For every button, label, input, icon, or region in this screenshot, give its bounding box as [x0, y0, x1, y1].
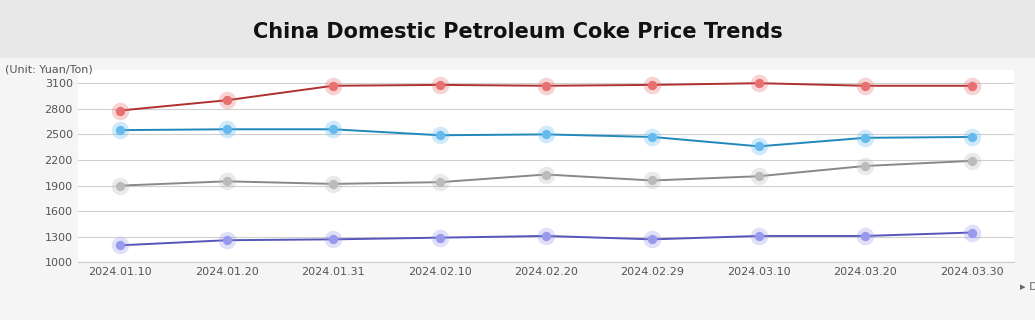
Point	[325, 127, 342, 132]
Point	[644, 178, 660, 183]
Point	[325, 83, 342, 88]
Point	[112, 128, 128, 133]
Point	[538, 83, 555, 88]
Point	[112, 108, 128, 113]
Point	[218, 179, 235, 184]
Point	[857, 233, 874, 238]
Point	[750, 174, 767, 179]
Point	[750, 174, 767, 179]
Point	[964, 158, 980, 164]
Point	[218, 238, 235, 243]
Point	[644, 237, 660, 242]
Point	[857, 164, 874, 169]
Point	[538, 132, 555, 137]
Point	[112, 183, 128, 188]
Point	[964, 230, 980, 235]
Point	[218, 127, 235, 132]
Point	[538, 83, 555, 88]
Point	[432, 133, 448, 138]
Point	[644, 82, 660, 87]
Point	[857, 233, 874, 238]
Point	[964, 83, 980, 88]
Point	[218, 238, 235, 243]
Point	[432, 82, 448, 87]
Point	[538, 233, 555, 238]
Point	[750, 144, 767, 149]
Point	[112, 243, 128, 248]
Point	[964, 83, 980, 88]
Point	[964, 134, 980, 140]
Point	[218, 98, 235, 103]
Point	[112, 243, 128, 248]
Point	[432, 180, 448, 185]
Point	[644, 82, 660, 87]
Point	[218, 98, 235, 103]
Point	[325, 237, 342, 242]
Point	[112, 128, 128, 133]
Point	[112, 108, 128, 113]
Point	[432, 235, 448, 240]
Point	[857, 135, 874, 140]
Point	[432, 235, 448, 240]
Point	[325, 237, 342, 242]
Point	[857, 164, 874, 169]
Point	[538, 172, 555, 177]
Text: ▸ Date: ▸ Date	[1019, 282, 1035, 292]
Point	[750, 233, 767, 238]
Point	[644, 237, 660, 242]
Point	[325, 127, 342, 132]
Point	[112, 183, 128, 188]
Text: (Unit: Yuan/Ton): (Unit: Yuan/Ton)	[5, 64, 93, 74]
Point	[538, 172, 555, 177]
Point	[964, 158, 980, 164]
Point	[325, 181, 342, 187]
Point	[857, 83, 874, 88]
Point	[644, 134, 660, 140]
Point	[964, 230, 980, 235]
Point	[432, 133, 448, 138]
Point	[750, 144, 767, 149]
Point	[644, 178, 660, 183]
Point	[432, 180, 448, 185]
Point	[218, 127, 235, 132]
Point	[857, 83, 874, 88]
Point	[218, 179, 235, 184]
Point	[538, 132, 555, 137]
Text: China Domestic Petroleum Coke Price Trends: China Domestic Petroleum Coke Price Tren…	[253, 22, 782, 42]
Point	[750, 81, 767, 86]
Point	[644, 134, 660, 140]
Legend: 1#, 2#, 3#, 4#: 1#, 2#, 3#, 4#	[437, 315, 655, 320]
Point	[750, 81, 767, 86]
Point	[325, 83, 342, 88]
Point	[432, 82, 448, 87]
Point	[538, 233, 555, 238]
Point	[964, 134, 980, 140]
Point	[325, 181, 342, 187]
Point	[750, 233, 767, 238]
Point	[857, 135, 874, 140]
